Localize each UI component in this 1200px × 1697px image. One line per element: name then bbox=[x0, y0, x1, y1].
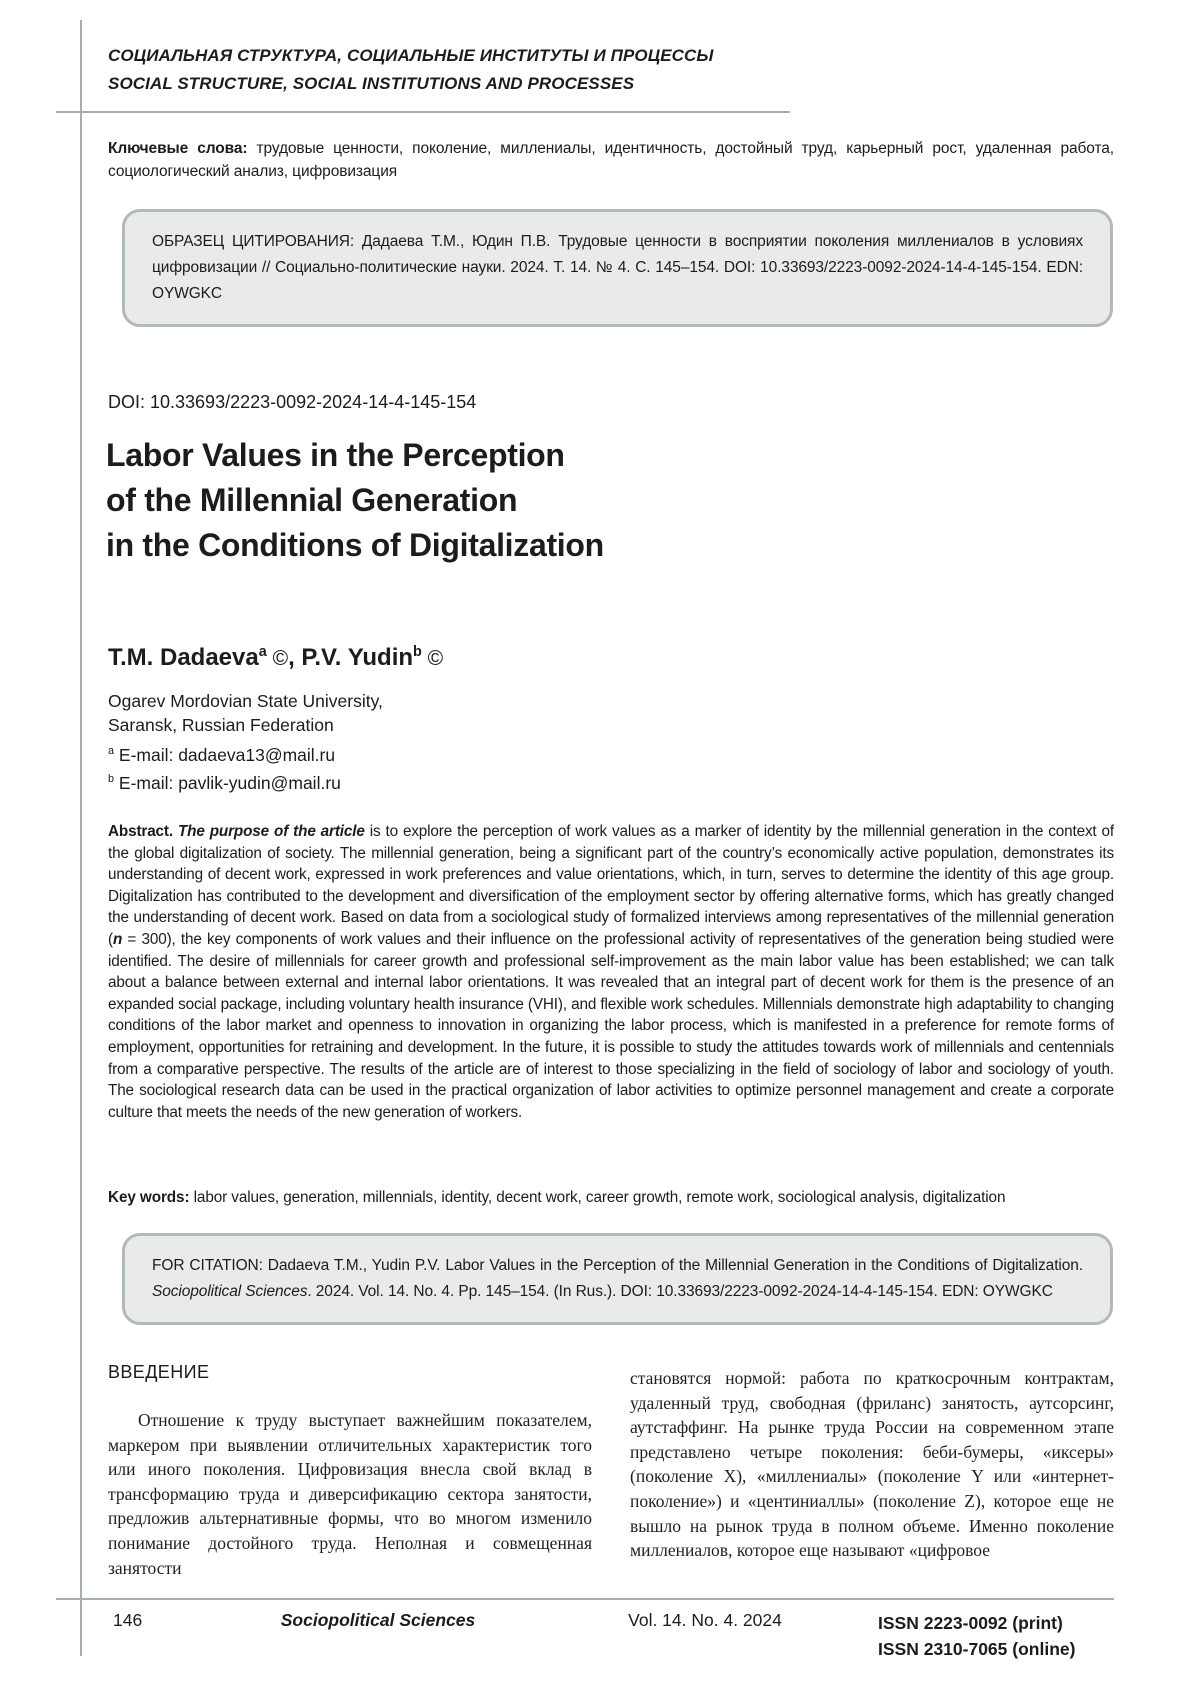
abstract-n-variable: n bbox=[112, 930, 123, 948]
left-margin-rule bbox=[80, 20, 82, 1656]
keywords-ru-text: трудовые ценности, поколение, миллениалы… bbox=[108, 140, 1114, 180]
introduction-heading: ВВЕДЕНИЕ bbox=[108, 1362, 210, 1382]
doi-line: DOI: 10.33693/2223-0092-2024-14-4-145-15… bbox=[108, 392, 477, 412]
page-footer: 146 Sociopolitical Sciences Vol. 14. No.… bbox=[108, 1606, 1114, 1666]
abstract-purpose-phrase: The purpose of the article bbox=[177, 823, 365, 840]
affiliation-block: Ogarev Mordovian State University, Saran… bbox=[108, 689, 383, 737]
citation-sample-text-ru: ОБРАЗЕЦ ЦИТИРОВАНИЯ: Дадаева Т.М., Юдин … bbox=[152, 233, 1083, 302]
page-number: 146 bbox=[113, 1610, 143, 1630]
keywords-en-text: labor values, generation, millennials, i… bbox=[193, 1189, 1006, 1206]
article-title-line-2: of the Millennial Generation bbox=[106, 482, 518, 518]
affiliation-line-1: Ogarev Mordovian State University, bbox=[108, 691, 383, 711]
for-citation-part-2: . 2024. Vol. 14. No. 4. Pp. 145–154. (In… bbox=[307, 1283, 1053, 1300]
footer-journal-name: Sociopolitical Sciences bbox=[280, 1610, 476, 1630]
keywords-en-paragraph: Key words: labor values, generation, mil… bbox=[108, 1189, 1114, 1207]
authors-line: T.M. Dadaevaa ©, P.V. Yudinb © bbox=[108, 644, 443, 672]
email-a-text: E-mail: dadaeva13@mail.ru bbox=[114, 745, 336, 765]
journal-section-header: СОЦИАЛЬНАЯ СТРУКТУРА, СОЦИАЛЬНЫЕ ИНСТИТУ… bbox=[108, 42, 714, 98]
email-author-a: a E-mail: dadaeva13@mail.ru bbox=[108, 745, 335, 766]
affiliation-line-2: Saransk, Russian Federation bbox=[108, 715, 334, 735]
author-2-copyright-mark: © bbox=[421, 647, 444, 670]
keywords-ru-paragraph: Ключевые слова: трудовые ценности, покол… bbox=[108, 138, 1114, 183]
footer-issue-info: Vol. 14. No. 4. 2024 bbox=[628, 1610, 782, 1630]
author-2-name: P.V. Yudin bbox=[301, 644, 414, 671]
email-a-sup: a bbox=[108, 745, 115, 758]
email-author-b: b E-mail: pavlik-yudin@mail.ru bbox=[108, 773, 341, 794]
citation-sample-box-ru: ОБРАЗЕЦ ЦИТИРОВАНИЯ: Дадаева Т.М., Юдин … bbox=[122, 209, 1113, 327]
email-b-text: E-mail: pavlik-yudin@mail.ru bbox=[114, 773, 341, 793]
keywords-ru-label: Ключевые слова: bbox=[108, 140, 257, 157]
section-title-ru: СОЦИАЛЬНАЯ СТРУКТУРА, СОЦИАЛЬНЫЕ ИНСТИТУ… bbox=[108, 46, 714, 65]
author-1-affiliation-sup: a bbox=[258, 644, 267, 660]
author-1-copyright-mark: © bbox=[266, 647, 289, 670]
email-b-sup: b bbox=[108, 773, 115, 786]
author-2-affiliation-sup: b bbox=[413, 644, 422, 660]
for-citation-journal-name: Sociopolitical Sciences bbox=[152, 1283, 308, 1300]
article-title: Labor Values in the Perception of the Mi… bbox=[106, 433, 604, 568]
section-title-en: SOCIAL STRUCTURE, SOCIAL INSTITUTIONS AN… bbox=[108, 74, 635, 93]
article-title-line-3: in the Conditions of Digitalization bbox=[106, 527, 604, 563]
header-divider-rule bbox=[56, 111, 790, 113]
footer-issn-block: ISSN 2223-0092 (print) ISSN 2310-7065 (o… bbox=[878, 1610, 1114, 1662]
abstract-label: Abstract. bbox=[108, 823, 178, 840]
body-column-right: становятся нормой: работа по краткосрочн… bbox=[630, 1368, 1114, 1561]
abstract-paragraph: Abstract. The purpose of the article is … bbox=[108, 821, 1114, 1123]
for-citation-box: FOR CITATION: Dadaeva T.M., Yudin P.V. L… bbox=[122, 1233, 1113, 1325]
issn-print: ISSN 2223-0092 (print) bbox=[878, 1613, 1063, 1633]
authors-separator: , bbox=[288, 644, 302, 671]
abstract-body-1: is to explore the perception of work val… bbox=[108, 823, 1115, 948]
footer-divider-rule bbox=[56, 1598, 1114, 1600]
abstract-body-2: = 300), the key components of work value… bbox=[108, 930, 1114, 1121]
article-title-line-1: Labor Values in the Perception bbox=[106, 437, 565, 473]
for-citation-part-1: FOR CITATION: Dadaeva T.M., Yudin P.V. L… bbox=[152, 1257, 1083, 1274]
author-1-name: T.M. Dadaeva bbox=[108, 644, 259, 671]
keywords-en-label: Key words: bbox=[108, 1189, 194, 1206]
body-column-left: Отношение к труду выступает важнейшим по… bbox=[108, 1410, 592, 1578]
issn-online: ISSN 2310-7065 (online) bbox=[878, 1639, 1076, 1659]
